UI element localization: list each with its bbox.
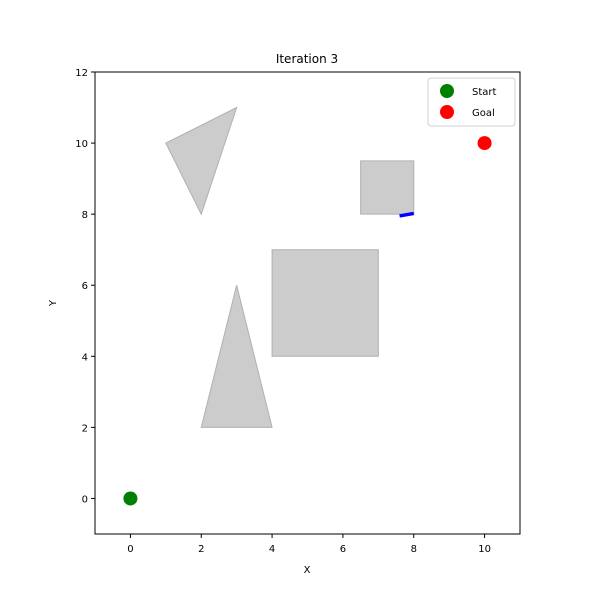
path-line: [399, 211, 415, 218]
obstacle-4: [200, 285, 273, 428]
legend: Start Goal: [427, 77, 516, 127]
legend-label-goal: Goal: [472, 108, 495, 119]
goal-point: [477, 136, 492, 151]
obstacle-1: [165, 106, 238, 216]
y-tick-label: 6: [82, 281, 88, 292]
legend-marker-start: [440, 84, 454, 98]
y-tick-label: 10: [75, 139, 88, 150]
obstacle-2: [360, 160, 415, 215]
y-axis-label: Y: [48, 299, 59, 307]
obstacle-3: [271, 249, 379, 357]
chart-title: Iteration 3: [276, 52, 338, 66]
plot-frame: [94, 71, 521, 535]
x-axis-label: X: [304, 565, 311, 576]
start-point: [123, 491, 138, 506]
x-axis-ticks: 0 2 4 6 8 10: [127, 534, 491, 555]
x-tick-label: 2: [198, 544, 204, 555]
y-tick-label: 0: [82, 494, 88, 505]
y-tick-label: 8: [82, 210, 88, 221]
legend-marker-goal: [440, 105, 454, 119]
x-tick-label: 4: [269, 544, 275, 555]
obstacles-layer: [165, 106, 415, 428]
x-tick-label: 8: [411, 544, 417, 555]
x-tick-label: 0: [127, 544, 133, 555]
y-axis-ticks: 0 2 4 6 8 10 12: [75, 68, 95, 505]
legend-label-start: Start: [472, 87, 497, 98]
y-tick-label: 12: [75, 68, 88, 79]
x-tick-label: 10: [478, 544, 491, 555]
y-tick-label: 2: [82, 423, 88, 434]
path-layer: [399, 211, 415, 218]
x-tick-label: 6: [340, 544, 346, 555]
y-tick-label: 4: [82, 352, 88, 363]
points-layer: [123, 136, 492, 506]
